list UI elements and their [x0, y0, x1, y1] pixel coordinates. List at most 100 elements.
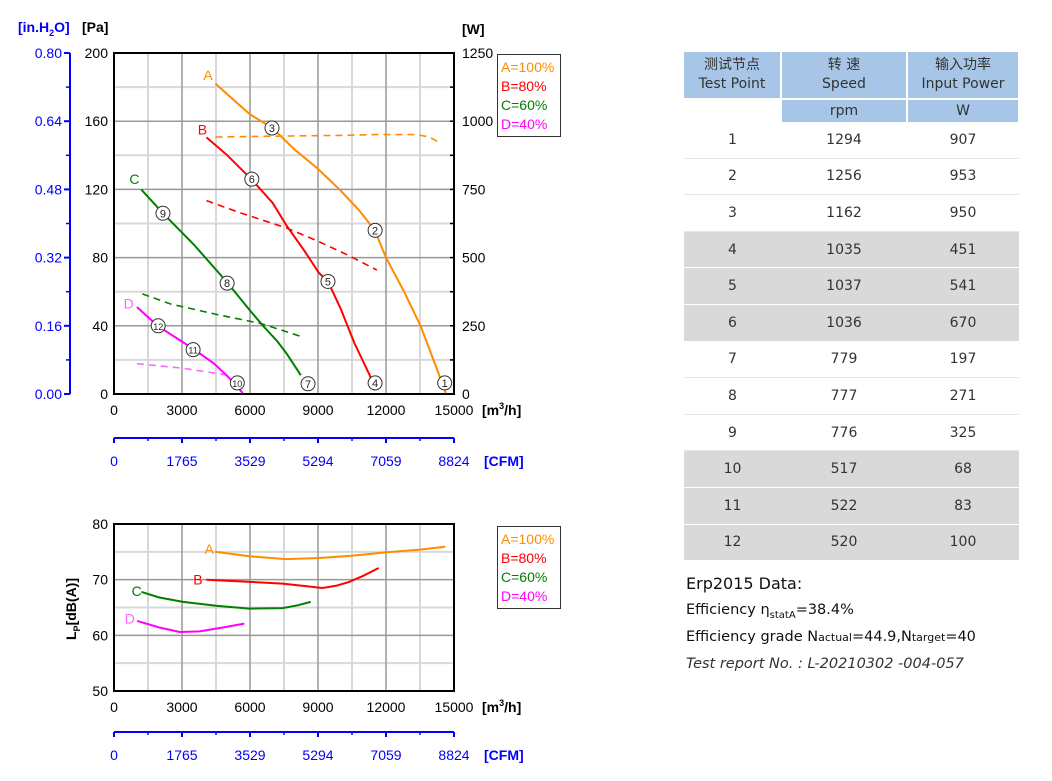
test-point-marker — [367, 375, 383, 391]
cell-speed: 1035 — [781, 231, 907, 269]
cfm-tick-label: 1765 — [166, 747, 197, 763]
cell-speed: 776 — [781, 414, 907, 452]
header-test-point: 测试节点 Test Point — [684, 52, 782, 99]
curve-label-b: B — [193, 572, 202, 588]
legend-item-b: B=80% — [501, 550, 547, 566]
y-tick-label: 80 — [92, 250, 108, 266]
test-point-marker — [155, 205, 171, 221]
erp-data: Erp2015 Data: Efficiency ηstatA=38.4% Ef… — [686, 570, 976, 678]
table-row: 4 1035 451 — [684, 231, 1019, 269]
cell-power: 451 — [907, 231, 1019, 269]
legend-item-b: B=80% — [501, 78, 547, 94]
table-row: 12 520 100 — [684, 524, 1019, 562]
cell-point: 7 — [684, 341, 781, 379]
legend-bottom: A=100% B=80% C=60% D=40% — [497, 526, 561, 609]
table-row: 8 777 271 — [684, 377, 1019, 415]
legend-item-c: C=60% — [501, 569, 548, 585]
x-tick-label: 0 — [110, 402, 118, 418]
cfm-tick-label: 8824 — [438, 453, 469, 469]
inh2o-axis-unit: [in.H2O] — [18, 19, 70, 38]
cfm-tick-label: 3529 — [234, 453, 265, 469]
efficiency-grade-line: Efficiency grade Nactual=44.9,Ntarget=40 — [686, 624, 976, 651]
cell-point: 2 — [684, 158, 781, 196]
test-point-label: 7 — [305, 379, 311, 391]
power-curve-b — [206, 199, 378, 271]
cell-point: 3 — [684, 194, 781, 232]
y2-tick-label: 750 — [462, 181, 486, 197]
y-axis-unit: [Pa] — [82, 19, 108, 35]
inh2o-tick-label: 0.16 — [35, 318, 62, 334]
pressure-curve-b — [205, 136, 376, 391]
x-tick-label: 3000 — [166, 402, 197, 418]
inh2o-tick-label: 0.32 — [35, 250, 62, 266]
cell-power: 325 — [907, 414, 1019, 452]
noise-curve-a — [214, 545, 446, 561]
cell-power: 953 — [907, 158, 1019, 196]
table-body: 1 1294 907 2 1256 953 3 1162 950 4 1035 451 5 1037 541… — [684, 122, 1019, 562]
charts-canvas: 0 3000 6000 9000 12000 1500004080120160200[m3… — [18, 19, 524, 763]
x-tick-label: 12000 — [367, 699, 406, 715]
legend-item-d: D=40% — [501, 116, 548, 132]
inh2o-tick-label: 0.80 — [35, 45, 62, 61]
test-point-marker — [264, 120, 280, 136]
y-tick-label: 70 — [92, 572, 108, 588]
cfm-tick-label: 3529 — [234, 747, 265, 763]
inh2o-tick-label: 0.64 — [35, 113, 62, 129]
target-value: =40 — [945, 629, 976, 645]
cell-point: 4 — [684, 231, 781, 269]
legend-item-d: D=40% — [501, 588, 548, 604]
cfm-tick-label: 0 — [110, 747, 118, 763]
test-point-label: 10 — [232, 379, 242, 389]
test-point-marker — [244, 171, 260, 187]
cfm-axis-unit: [CFM] — [484, 453, 524, 469]
test-point-label: 5 — [325, 276, 331, 288]
cell-point: 12 — [684, 524, 781, 562]
header-en: Input Power — [921, 76, 1005, 92]
y-tick-label: 60 — [92, 627, 108, 643]
x-tick-label: 15000 — [435, 402, 474, 418]
x-tick-label: 6000 — [234, 402, 265, 418]
unit-power: W — [907, 98, 1020, 122]
y2-tick-label: 1250 — [462, 45, 493, 61]
cfm-tick-label: 1765 — [166, 453, 197, 469]
cell-speed: 779 — [781, 341, 907, 379]
grade-label: Efficiency grade N — [686, 629, 819, 645]
test-point-table: 测试节点 Test Point 转 速 Speed 输入功率 Input Power … — [684, 52, 1020, 562]
y-tick-label: 50 — [92, 683, 108, 699]
cell-speed: 1256 — [781, 158, 907, 196]
cfm-tick-label: 5294 — [302, 747, 333, 763]
cell-power: 907 — [907, 122, 1019, 159]
test-point-label: 4 — [372, 378, 378, 390]
efficiency-label: Efficiency η — [686, 602, 770, 618]
noise-curve-c — [141, 590, 311, 610]
cfm-tick-label: 8824 — [438, 747, 469, 763]
target-sub: target — [911, 631, 946, 644]
test-report-number: Test report No. : L-20210302 -004-057 — [686, 656, 964, 672]
cell-point: 9 — [684, 414, 781, 452]
header-en: Speed — [822, 76, 866, 92]
x-tick-label: 9000 — [302, 699, 333, 715]
cell-power: 68 — [907, 450, 1019, 488]
cell-power: 83 — [907, 487, 1019, 525]
y2-tick-label: 0 — [462, 386, 470, 402]
legend-top: A=100% B=80% C=60% D=40% — [497, 54, 561, 137]
curve-label-c: C — [129, 171, 139, 187]
y2-tick-label: 1000 — [462, 113, 493, 129]
legend-item-a: A=100% — [501, 531, 555, 547]
test-point-marker — [185, 342, 201, 358]
header-en: Test Point — [698, 76, 766, 92]
table-row: 6 1036 670 — [684, 304, 1019, 342]
y-tick-label: 120 — [85, 181, 109, 197]
test-point-label: 1 — [442, 378, 448, 390]
table-row: 3 1162 950 — [684, 194, 1019, 232]
y-tick-label: 40 — [92, 318, 108, 334]
y-tick-label: 0 — [100, 386, 108, 402]
actual-value: =44.9,N — [851, 629, 912, 645]
cell-power: 541 — [907, 267, 1019, 305]
cell-power: 100 — [907, 524, 1019, 562]
cell-speed: 522 — [781, 487, 907, 525]
cell-point: 10 — [684, 450, 781, 488]
table-row: 5 1037 541 — [684, 267, 1019, 305]
y2-tick-label: 500 — [462, 250, 486, 266]
erp-title: Erp2015 Data: — [686, 574, 803, 593]
